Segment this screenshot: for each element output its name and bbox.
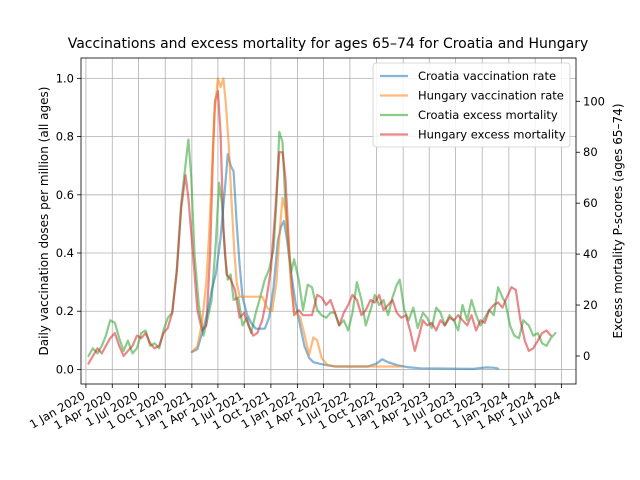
legend: Croatia vaccination rate Hungary vaccinat…	[372, 62, 571, 148]
y-left-tick-label: 0.4	[56, 246, 74, 260]
left-axis: 0.0 0.2 0.4 0.6 0.8 1.0	[56, 71, 81, 376]
y-left-tick-label: 1.0	[56, 71, 74, 85]
y-axis-label-left: Daily vaccination doses per million (all…	[37, 87, 51, 356]
y-left-tick-label: 0.0	[56, 362, 74, 376]
series-line-croatia-excess-mortality	[87, 130, 557, 358]
y-right-tick-label: 40	[583, 247, 598, 261]
legend-box	[372, 62, 571, 148]
y-right-tick-label: 20	[583, 298, 598, 312]
series-line-hungary-excess-mortality	[87, 90, 552, 365]
series-line-hungary-vaccination-rate	[190, 77, 403, 368]
y-left-tick-label: 0.6	[56, 188, 74, 202]
legend-label: Croatia vaccination rate	[418, 69, 556, 83]
chart-title: Vaccinations and excess mortality for ag…	[68, 36, 589, 52]
y-right-tick-label: 60	[583, 196, 598, 210]
y-left-tick-label: 0.2	[56, 304, 74, 318]
y-right-tick-label: 0	[583, 349, 590, 363]
legend-label: Hungary excess mortality	[418, 128, 566, 142]
right-axis: 0 20 40 60 80 100	[576, 94, 605, 363]
plot-frame	[80, 57, 577, 385]
y-left-tick-label: 0.8	[56, 130, 74, 144]
y-axis-label-right: Excess mortality P-scores (ages 65–74)	[611, 103, 625, 338]
legend-label: Hungary vaccination rate	[418, 89, 564, 103]
y-right-tick-label: 100	[583, 94, 605, 108]
series-line-croatia-vaccination-rate	[190, 153, 500, 370]
legend-label: Croatia excess mortality	[418, 108, 558, 122]
series-layer	[87, 77, 557, 370]
y-right-tick-label: 80	[583, 145, 598, 159]
